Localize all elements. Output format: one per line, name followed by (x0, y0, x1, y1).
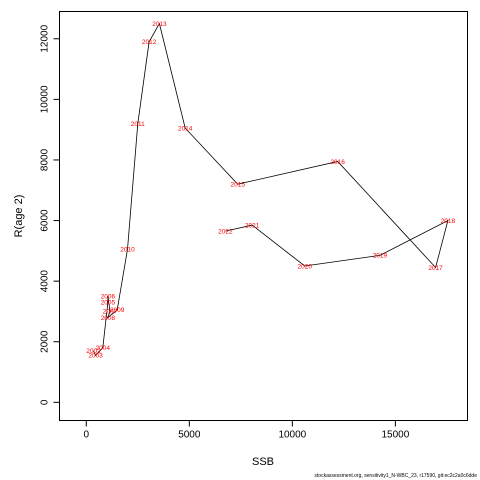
plot-frame (59, 11, 468, 421)
y-tick-label-2: 4000 (40, 270, 51, 293)
point-label-2005: 2005 (101, 300, 116, 307)
point-label-2019: 2019 (373, 253, 388, 260)
y-tick-label-3: 6000 (40, 209, 51, 232)
point-label-2006: 2006 (101, 294, 116, 301)
y-tick-label-4: 8000 (40, 148, 51, 171)
x-axis-title: SSB (252, 456, 274, 468)
point-label-2020: 2020 (297, 263, 312, 270)
point-label-2011: 2011 (131, 121, 145, 128)
y-axis: 0 2000 4000 6000 8000 10000 12000 (40, 24, 60, 405)
point-label-2010: 2010 (120, 247, 135, 254)
point-label-2015: 2015 (231, 181, 246, 188)
point-label-2017: 2017 (428, 265, 443, 272)
y-tick-label-1: 2000 (40, 330, 51, 353)
point-label-2021: 2021 (245, 222, 260, 229)
point-label-2009: 2009 (110, 307, 125, 314)
series-line (93, 22, 449, 357)
x-tick-label-0: 0 (84, 430, 90, 441)
point-label-2007: 2007 (103, 309, 118, 316)
point-label-2022: 2022 (218, 228, 233, 235)
footer-text: stockassessment.org, sensitivity1_N-WBC_… (314, 473, 477, 479)
y-tick-label-6: 12000 (40, 24, 51, 52)
point-label-2003: 2003 (88, 353, 103, 360)
point-label-2004: 2004 (96, 345, 111, 352)
x-tick-label-3: 15000 (381, 430, 409, 441)
y-axis-title: R(age 2) (13, 195, 25, 238)
x-tick-label-2: 10000 (278, 430, 306, 441)
point-label-2014: 2014 (178, 125, 193, 132)
y-tick-label-5: 10000 (40, 85, 51, 113)
point-label-2008: 2008 (101, 315, 116, 322)
x-axis: 0 5000 10000 15000 (84, 420, 410, 441)
point-label-2016: 2016 (330, 159, 345, 166)
point-label-2018: 2018 (441, 218, 456, 225)
y-tick-label-0: 0 (40, 399, 51, 405)
point-label-2013: 2013 (152, 21, 167, 28)
x-tick-label-1: 5000 (178, 430, 201, 441)
point-label-2002: 2002 (86, 348, 101, 355)
point-label-2012: 2012 (142, 39, 157, 46)
